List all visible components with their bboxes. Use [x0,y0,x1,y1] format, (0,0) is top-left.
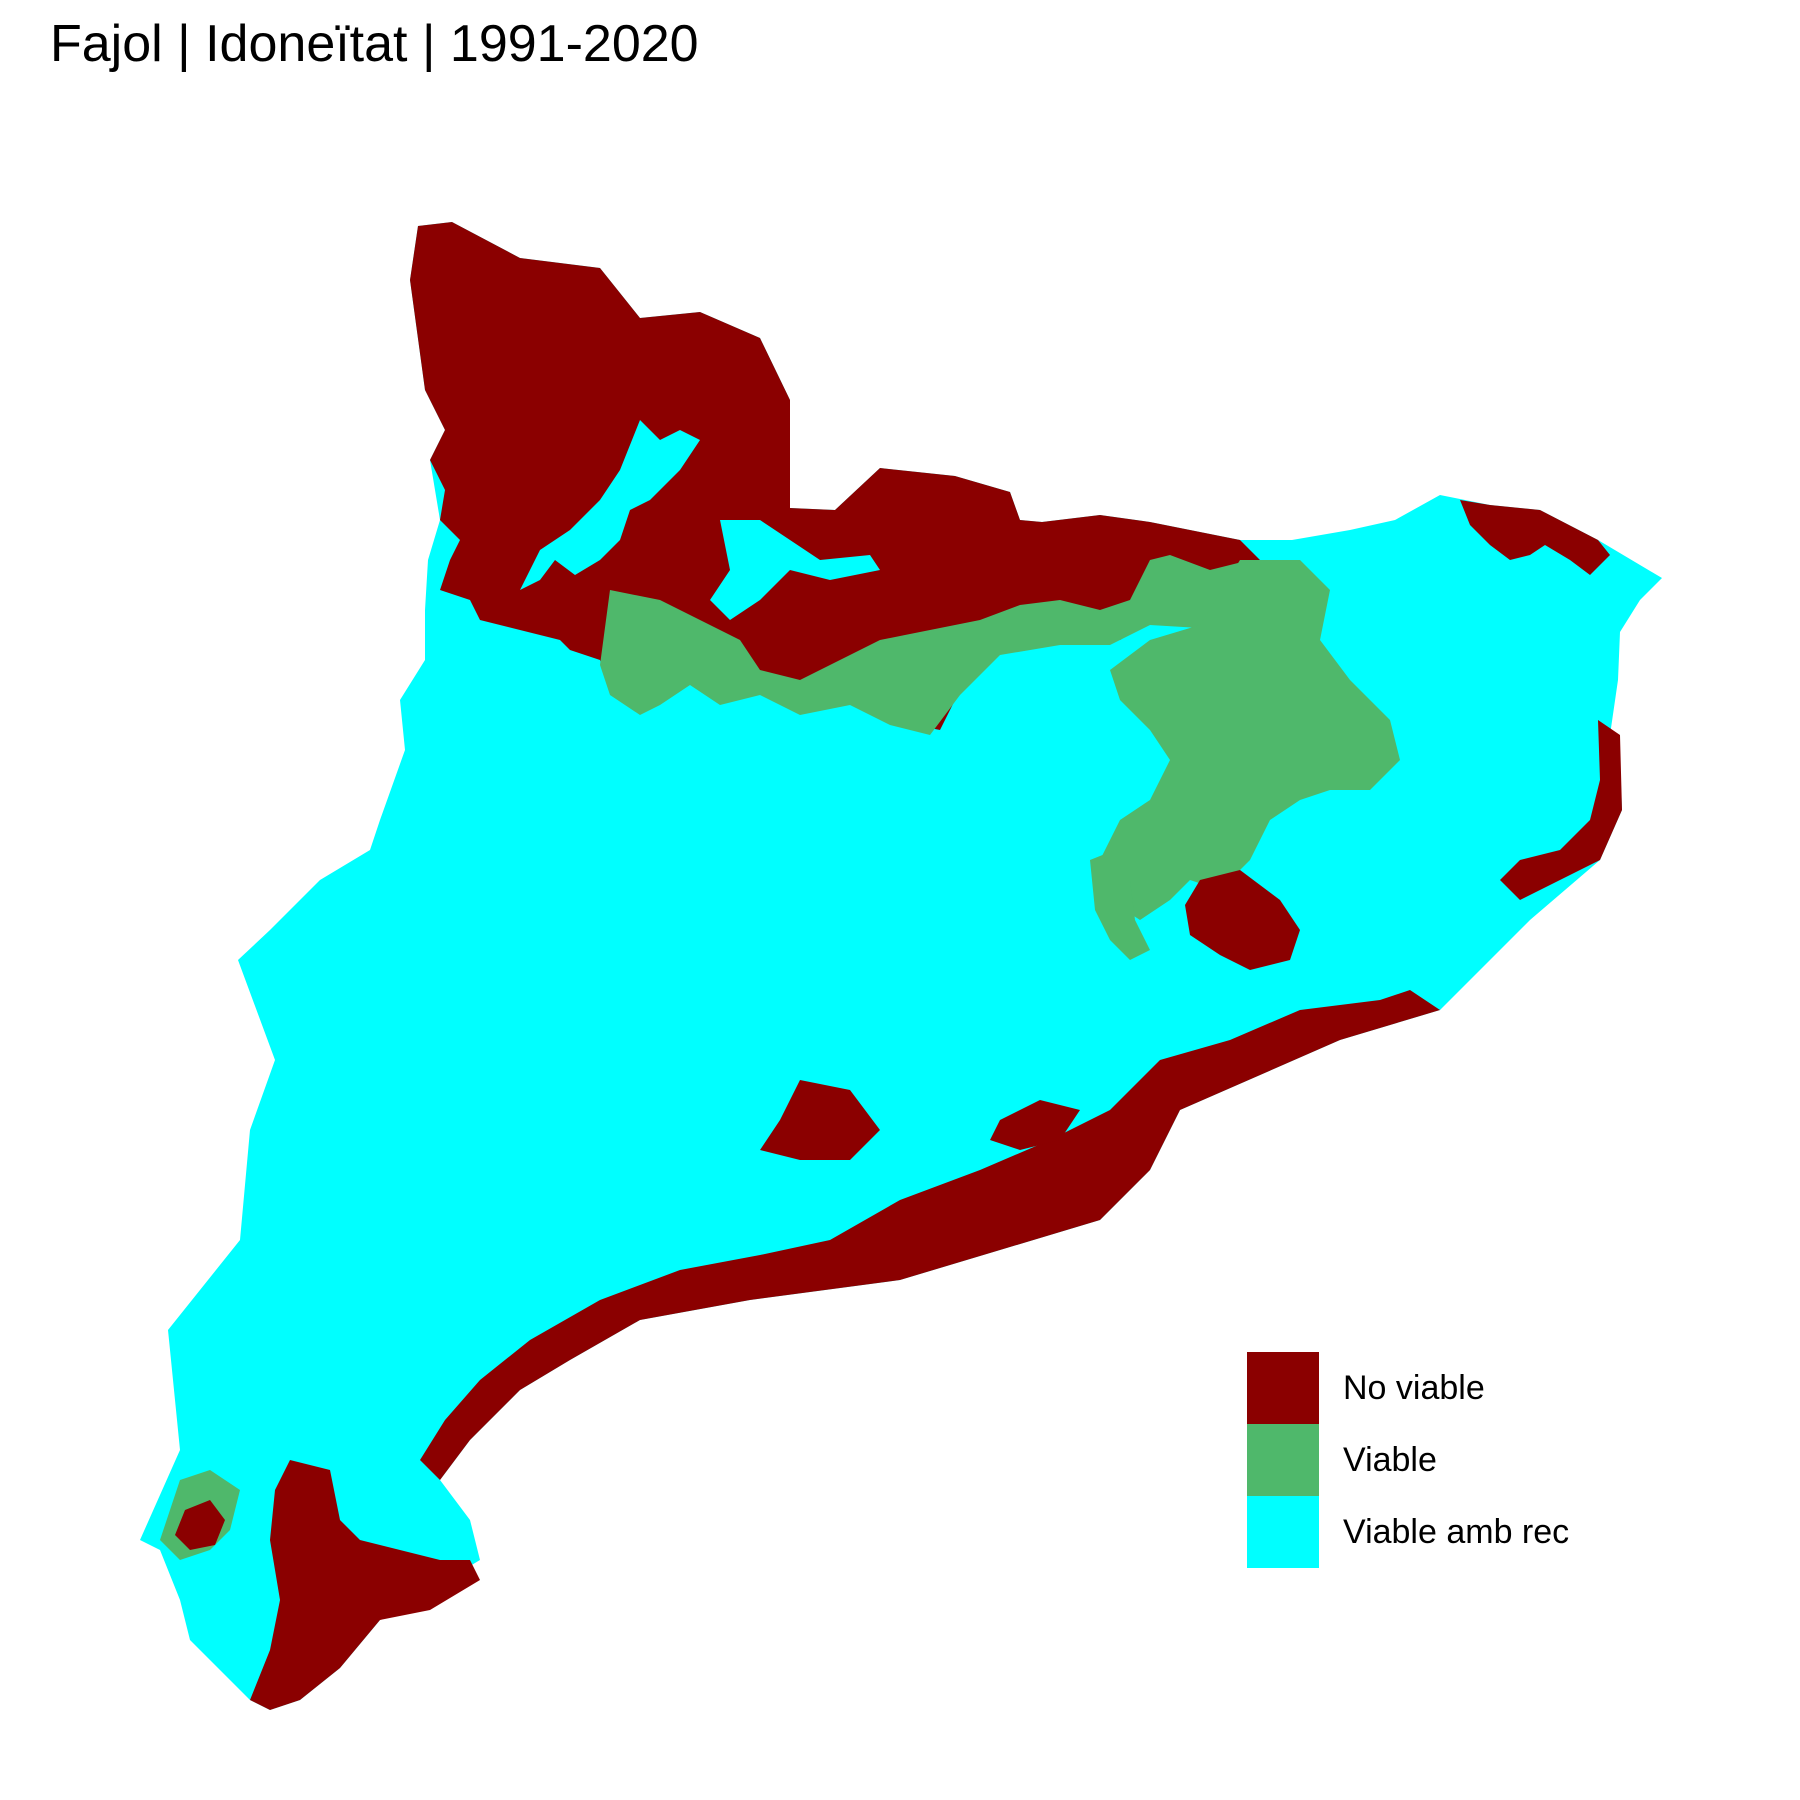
region-no-viable-sw [175,1500,225,1550]
region-no-viable-inland-ridges-2 [760,1080,880,1160]
legend: No viable Viable Viable amb rec [1247,1352,1569,1568]
region-viable-north [600,555,1295,735]
region-no-viable-ne-coast [1460,500,1610,575]
region-viable-central [1090,850,1150,960]
legend-item-no-viable: No viable [1247,1352,1569,1424]
legend-swatch-viable-amb-rec [1247,1496,1319,1568]
legend-item-viable-amb-rec: Viable amb rec [1247,1496,1569,1568]
region-viable-amb-rec-valley-north-2 [710,520,880,620]
map-title: Fajol | Idoneïtat | 1991-2020 [50,15,699,73]
legend-swatch-viable [1247,1424,1319,1496]
legend-swatch-no-viable [1247,1352,1319,1424]
region-viable-ne [1100,560,1400,920]
region-no-viable-ne-patch [1185,870,1300,970]
region-no-viable-ebre [250,1460,480,1710]
legend-label-no-viable: No viable [1343,1368,1485,1407]
region-no-viable-inland-ridges [990,1100,1080,1150]
legend-item-viable: Viable [1247,1424,1569,1496]
legend-label-viable: Viable [1343,1440,1437,1479]
legend-label-viable-amb-rec: Viable amb rec [1343,1512,1570,1551]
region-no-viable-coastal-range [420,990,1440,1480]
region-viable-amb-rec-valley-north [520,420,700,590]
region-no-viable-east-coast [1500,720,1622,900]
